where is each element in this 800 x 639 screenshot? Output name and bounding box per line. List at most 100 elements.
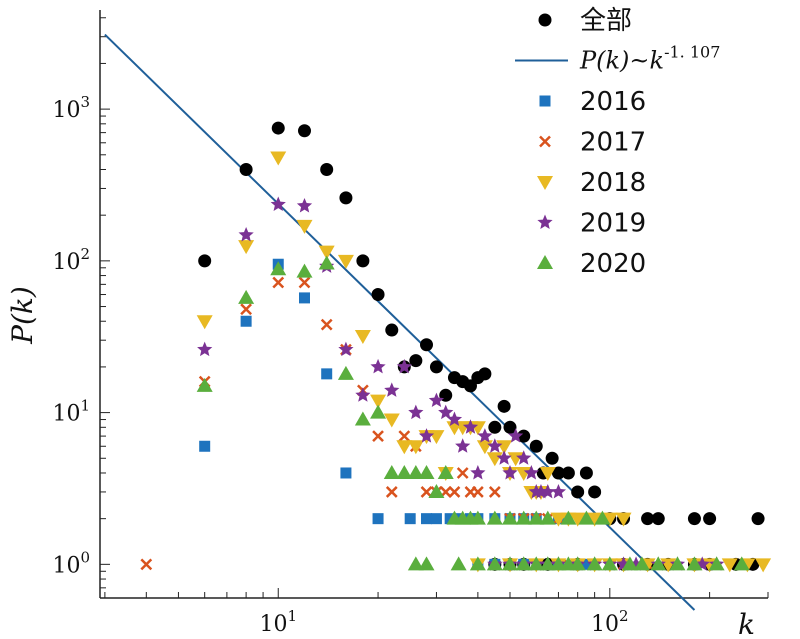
data-point [486, 556, 503, 571]
data-point [320, 163, 334, 177]
data-point [196, 315, 213, 330]
data-point [318, 245, 335, 260]
data-point [197, 341, 213, 357]
data-point [396, 358, 412, 374]
data-point [560, 510, 577, 525]
data-point [633, 556, 650, 571]
data-point [356, 254, 370, 268]
data-point [240, 303, 252, 316]
legend-marker [537, 214, 553, 229]
data-point [487, 438, 503, 453]
legend-marker [538, 13, 552, 27]
data-point [438, 404, 454, 420]
data-point [418, 428, 435, 443]
legend-label: 2018 [580, 168, 646, 198]
data-point [298, 124, 312, 138]
legend-label: 2016 [580, 87, 646, 117]
series-all [198, 121, 765, 571]
series-2018 [196, 151, 772, 573]
data-point [515, 510, 532, 525]
data-point [340, 467, 352, 479]
data-point [270, 151, 287, 166]
data-point [428, 392, 445, 408]
data-point [571, 485, 585, 499]
data-point [733, 556, 750, 571]
data-point [651, 512, 665, 526]
data-point [198, 254, 212, 268]
y-tick-label: 101 [52, 397, 90, 427]
data-point [586, 556, 603, 571]
data-point [751, 512, 765, 526]
data-point [580, 558, 592, 570]
data-point [456, 467, 469, 479]
data-point [372, 513, 384, 525]
series-2017 [140, 276, 654, 571]
data-point [478, 367, 492, 381]
data-point [669, 556, 686, 571]
data-point [486, 510, 503, 525]
data-point [517, 429, 531, 443]
data-point [272, 276, 285, 289]
data-point [486, 452, 503, 467]
legend-marker [537, 255, 553, 269]
data-point [383, 413, 400, 428]
data-point [539, 466, 556, 481]
data-point [588, 485, 602, 499]
data-point [528, 510, 545, 525]
data-point [420, 486, 433, 498]
data-point [407, 440, 424, 455]
x-axis-label: k [738, 608, 755, 639]
data-point [686, 556, 703, 571]
data-point [601, 512, 618, 527]
data-point [299, 292, 311, 304]
data-point [755, 558, 772, 573]
data-point [469, 556, 486, 571]
data-point [502, 464, 518, 480]
data-point [270, 261, 287, 276]
data-point [298, 276, 311, 289]
data-point [398, 430, 411, 442]
data-point [140, 558, 153, 571]
data-point [503, 420, 517, 434]
data-point [501, 510, 518, 525]
legend-label: 2019 [580, 209, 646, 239]
legend-label: 2020 [580, 249, 646, 279]
data-point [450, 556, 467, 571]
legend-fit-label: P(k)~k-1. 107 [579, 43, 720, 75]
data-point [446, 411, 463, 427]
data-point [561, 466, 575, 480]
data-point [687, 512, 701, 526]
data-point [594, 510, 611, 525]
x-tick-label: 102 [591, 607, 629, 637]
legend-marker [539, 95, 551, 107]
data-point [470, 464, 486, 480]
legend-label: 全部 [580, 6, 632, 36]
data-point [488, 420, 502, 434]
data-point [550, 483, 567, 499]
data-point [296, 219, 313, 234]
data-point [354, 411, 371, 426]
x-tick-label: 101 [259, 607, 297, 637]
data-point [238, 240, 255, 255]
data-point [408, 404, 424, 420]
data-point [428, 483, 445, 498]
data-point [370, 358, 386, 374]
data-point [421, 513, 433, 525]
data-point [497, 399, 511, 413]
data-point [601, 556, 618, 571]
data-point [545, 451, 559, 465]
data-point [539, 510, 556, 525]
data-point [270, 196, 286, 212]
legend-marker [537, 176, 553, 190]
data-point [370, 394, 387, 409]
data-point [539, 556, 556, 571]
data-point [586, 512, 603, 527]
data-point [404, 513, 416, 525]
data-point [271, 121, 285, 135]
data-point [371, 288, 385, 302]
data-point [418, 464, 435, 479]
data-point [448, 486, 461, 498]
legend: 全部 P(k)~k-1. 107 2016 2017 2018 2019 2020 [515, 6, 720, 279]
data-point [385, 323, 399, 337]
